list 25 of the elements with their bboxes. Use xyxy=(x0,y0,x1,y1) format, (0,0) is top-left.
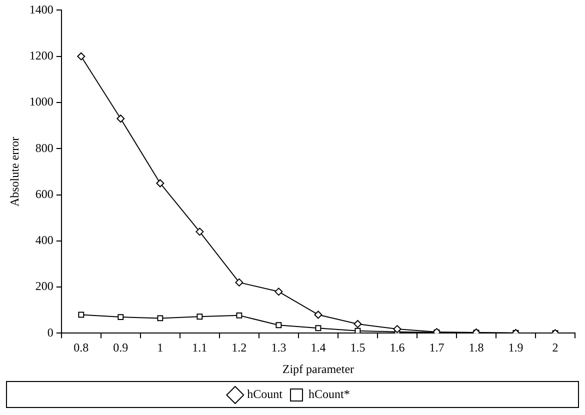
x-tick-label: 1 xyxy=(157,340,164,355)
x-tick-label: 1.1 xyxy=(192,340,208,355)
y-axis-title: Absolute error xyxy=(7,136,22,207)
x-tick-label: 1.3 xyxy=(271,340,286,355)
x-tick-label: 0.8 xyxy=(74,340,89,355)
y-tick-label: 200 xyxy=(35,279,54,294)
x-tick-label: 1.7 xyxy=(429,340,444,355)
x-axis-title: Zipf parameter xyxy=(282,362,354,376)
legend-label: hCount xyxy=(247,387,284,402)
x-tick-label: 1.8 xyxy=(468,340,484,355)
x-tick-label: 0.9 xyxy=(113,340,128,355)
y-tick-label: 600 xyxy=(35,186,54,201)
x-tick-label: 1.6 xyxy=(390,340,405,355)
legend-label: hCount* xyxy=(308,387,350,402)
x-tick-label: 1.9 xyxy=(508,340,524,355)
y-tick-label: 0 xyxy=(47,325,54,340)
y-tick-label: 1200 xyxy=(29,48,54,62)
x-tick-label: 1.4 xyxy=(310,340,326,355)
x-tick-label: 2 xyxy=(552,340,558,355)
y-tick-label: 1000 xyxy=(29,94,54,109)
x-tick-label: 1.2 xyxy=(232,340,247,355)
y-tick-label: 400 xyxy=(35,233,54,248)
y-tick-label: 800 xyxy=(35,140,54,155)
y-tick-label: 1400 xyxy=(29,2,54,16)
x-tick-label: 1.5 xyxy=(350,340,366,355)
